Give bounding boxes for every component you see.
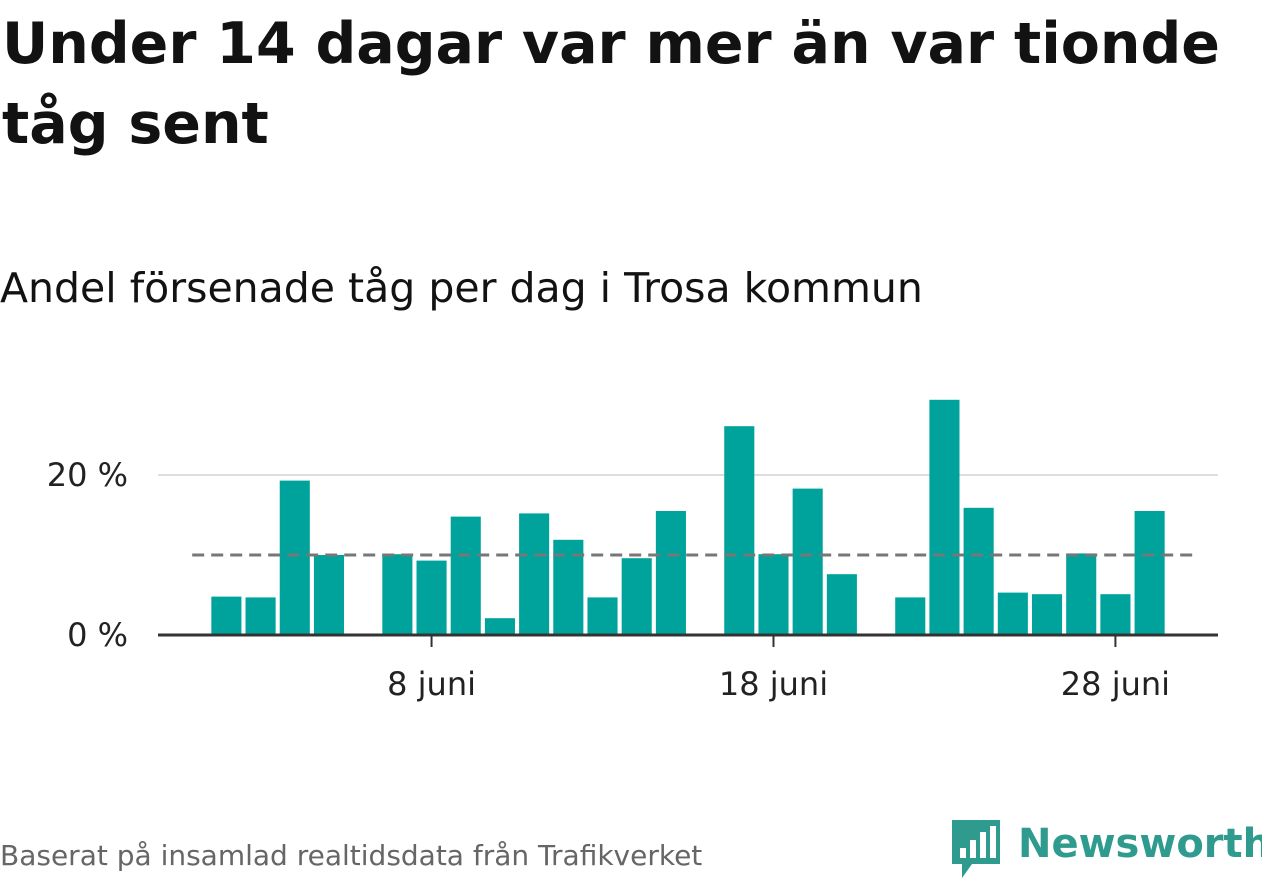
x-tick-label: 18 juni	[719, 665, 828, 703]
bar	[724, 426, 755, 635]
bar	[963, 507, 994, 635]
bar	[382, 554, 413, 635]
bar	[895, 597, 926, 635]
bar	[279, 480, 310, 635]
bar	[1134, 511, 1165, 635]
chart-subtitle: Andel försenade tåg per dag i Trosa komm…	[0, 264, 923, 312]
y-tick-label: 20 %	[47, 456, 128, 494]
chart-title: Under 14 dagar var mer än var tionde tåg…	[2, 11, 1220, 157]
bar	[929, 399, 960, 635]
bar	[313, 555, 345, 635]
bar	[519, 513, 550, 635]
bar	[826, 574, 857, 635]
bar-layer	[211, 399, 1165, 635]
bar	[758, 554, 789, 635]
x-tick-label: 8 juni	[387, 665, 476, 703]
bar	[792, 488, 823, 635]
bar	[1100, 594, 1131, 635]
bar	[211, 596, 242, 635]
bar	[587, 597, 618, 635]
bar	[621, 558, 652, 635]
bar	[1031, 594, 1063, 635]
bar	[416, 560, 447, 635]
bar	[655, 511, 686, 635]
bar	[450, 516, 481, 635]
newsworthy-logo-icon	[952, 820, 1000, 878]
y-tick-label: 0 %	[67, 616, 128, 654]
x-tick-label: 28 juni	[1061, 665, 1170, 703]
brand-name: Newsworthy	[1018, 821, 1262, 867]
bar	[245, 597, 276, 635]
bar	[997, 592, 1028, 635]
axis-layer: 0 % 20 % 8 juni 18 juni 28 juni	[47, 456, 1218, 703]
source-note: Baserat på insamlad realtidsdata från Tr…	[0, 839, 703, 872]
bar	[1066, 553, 1097, 635]
bar	[484, 618, 515, 635]
